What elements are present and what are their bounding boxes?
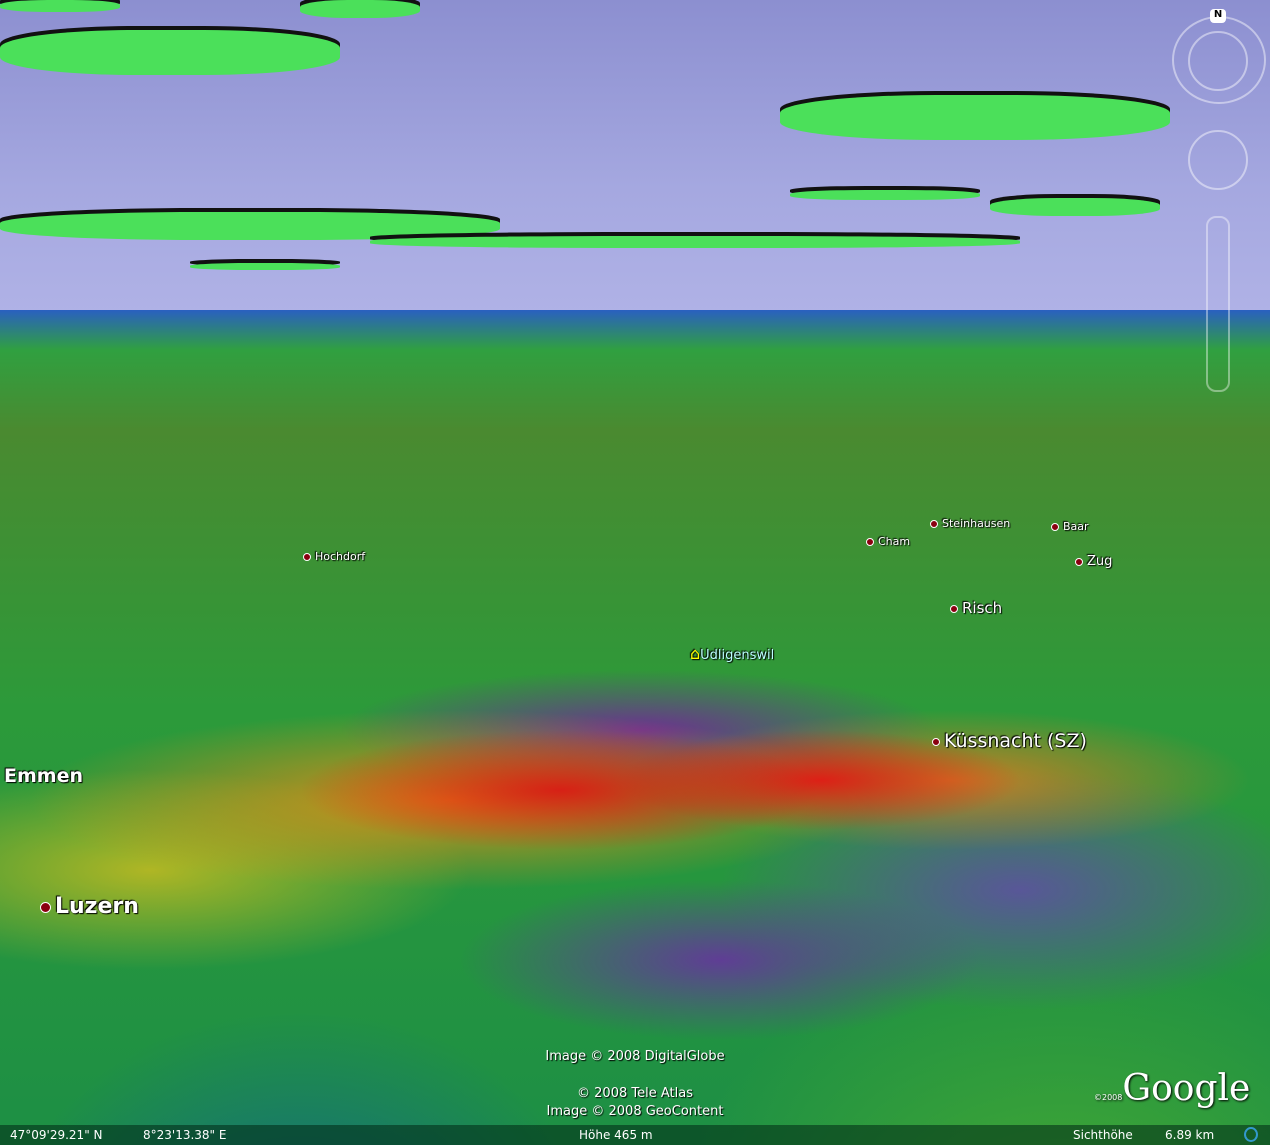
place-label: Risch — [962, 599, 1003, 617]
place-baar[interactable]: Baar — [1051, 520, 1089, 533]
google-logo: ©2008Google — [1094, 1068, 1251, 1109]
place-dot-icon — [303, 553, 311, 561]
place-zug[interactable]: Zug — [1075, 554, 1112, 569]
look-joystick[interactable] — [1188, 31, 1248, 91]
radar-cloud — [780, 95, 1170, 140]
place-label: Luzern — [55, 894, 139, 919]
radar-cloud — [190, 263, 340, 270]
radar-cloud — [370, 236, 1020, 248]
place-hochdorf[interactable]: Hochdorf — [303, 550, 365, 563]
radar-cloud — [790, 190, 980, 200]
place-label: Küssnacht (SZ) — [944, 730, 1087, 752]
place-dot-icon — [950, 604, 958, 613]
place-label: Baar — [1063, 520, 1089, 533]
credit-digitalglobe: Image © 2008 DigitalGlobe — [545, 1049, 725, 1064]
place-dot-icon — [932, 737, 940, 746]
zoom-slider[interactable] — [1206, 216, 1230, 392]
place-label: Hochdorf — [315, 550, 366, 563]
radar-cloud — [0, 30, 340, 75]
move-joystick[interactable] — [1188, 130, 1248, 190]
status-bar: 47°09'29.21" N 8°23'13.38" E Höhe 465 m … — [0, 1125, 1270, 1145]
eye-altitude: 6.89 km — [1165, 1128, 1215, 1142]
credit-teleatlas: © 2008 Tele Atlas — [577, 1086, 693, 1101]
north-button[interactable]: N — [1210, 9, 1226, 23]
place-dot-icon — [1075, 557, 1083, 566]
elevation: Höhe 465 m — [579, 1128, 653, 1142]
place-udligenswil[interactable]: ⌂Udligenswil — [690, 644, 774, 663]
credit-geocontent: Image © 2008 GeoContent — [546, 1104, 724, 1119]
terrain-with-radar-overlay[interactable] — [0, 310, 1270, 1145]
place-label: Cham — [878, 535, 911, 548]
place-luzern[interactable]: Luzern — [40, 894, 139, 919]
eye-altitude-label: Sichthöhe — [1073, 1128, 1133, 1142]
place-steinhausen[interactable]: Steinhausen — [930, 517, 1010, 530]
streaming-indicator-icon — [1244, 1127, 1258, 1142]
radar-cloud — [0, 0, 120, 12]
place-label: Udligenswil — [700, 648, 775, 663]
latitude: 47°09'29.21" N — [10, 1128, 103, 1142]
place-dot-icon — [866, 538, 874, 546]
place-label: Zug — [1087, 554, 1113, 569]
place-kussnacht[interactable]: Küssnacht (SZ) — [932, 730, 1087, 752]
place-dot-icon — [40, 901, 51, 913]
place-cham[interactable]: Cham — [866, 535, 910, 548]
place-dot-icon — [930, 520, 938, 528]
place-label: Steinhausen — [942, 517, 1011, 530]
place-dot-icon — [1051, 523, 1059, 531]
radar-cloud — [300, 0, 420, 18]
place-label: Emmen — [4, 765, 83, 787]
radar-cloud — [0, 212, 500, 240]
radar-cloud — [990, 198, 1160, 216]
longitude: 8°23'13.38" E — [143, 1128, 227, 1142]
home-icon: ⌂ — [690, 644, 701, 663]
place-emmen[interactable]: Emmen — [4, 765, 83, 787]
place-risch[interactable]: Risch — [950, 599, 1002, 617]
